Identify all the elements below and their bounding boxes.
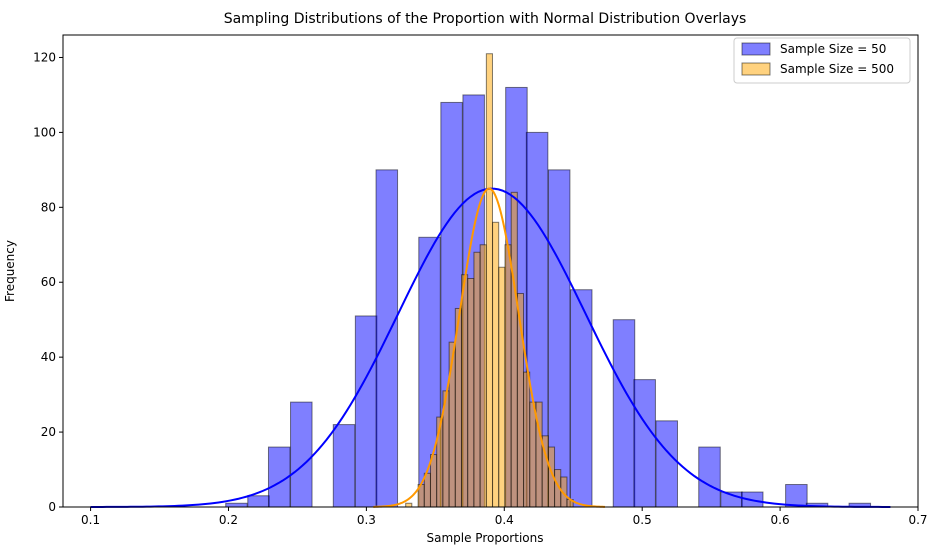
bar-sample-size-50-20 xyxy=(785,484,808,508)
x-tick-label-6: 0.7 xyxy=(908,513,927,527)
bar-sample-size-50-0 xyxy=(225,502,248,508)
bar-sample-size-50-16 xyxy=(655,420,678,508)
bar-sample-size-500-10 xyxy=(473,251,481,508)
x-tick-label-1: 0.2 xyxy=(219,513,238,527)
bar-sample-size-500-15 xyxy=(504,244,512,508)
normal-curve-sample-size-500 xyxy=(373,187,605,508)
bar-sample-size-500-6 xyxy=(448,341,456,508)
y-tick-label-4: 80 xyxy=(41,200,56,214)
bar-sample-size-50-3 xyxy=(290,401,313,508)
bar-sample-size-500-2 xyxy=(423,472,431,508)
x-tick-label-4: 0.5 xyxy=(633,513,652,527)
bar-sample-size-500-12 xyxy=(485,53,493,508)
bar-sample-size-50-5 xyxy=(354,315,378,508)
bar-sample-size-500-3 xyxy=(430,454,438,508)
y-axis-ticks: 0 20 40 60 80 100 120 xyxy=(33,50,63,514)
legend-swatch-sample-size-500 xyxy=(741,62,771,76)
y-tick-label-1: 20 xyxy=(41,425,56,439)
bar-sample-size-50-17 xyxy=(698,446,721,508)
bar-sample-size-500-8 xyxy=(461,274,469,508)
plot-area xyxy=(90,53,891,508)
y-tick-label-5: 100 xyxy=(33,125,56,139)
plot-frame xyxy=(62,34,919,508)
y-tick-label-2: 40 xyxy=(41,350,56,364)
legend-label-sample-size-500: Sample Size = 500 xyxy=(780,62,894,76)
chart-title: Sampling Distributions of the Proportion… xyxy=(224,11,747,27)
x-axis-ticks: 0.1 0.2 0.3 0.4 0.5 0.6 0.7 xyxy=(81,507,928,527)
bar-sample-size-50-4 xyxy=(332,424,356,508)
legend: Sample Size = 50 Sample Size = 500 xyxy=(733,37,911,84)
bar-sample-size-500-9 xyxy=(467,277,475,508)
x-tick-label-2: 0.3 xyxy=(357,513,376,527)
x-tick-label-3: 0.4 xyxy=(495,513,514,527)
y-tick-label-0: 0 xyxy=(48,500,56,514)
bar-sample-size-500-14 xyxy=(498,266,506,508)
x-tick-label-5: 0.6 xyxy=(771,513,790,527)
bar-sample-size-500-11 xyxy=(479,244,487,508)
y-tick-label-6: 120 xyxy=(33,50,56,64)
x-axis-label: Sample Proportions xyxy=(427,531,544,545)
bar-sample-size-50-15 xyxy=(633,379,656,508)
bar-sample-size-500-19 xyxy=(529,401,537,508)
bar-sample-size-50-1 xyxy=(247,495,270,508)
bar-sample-size-500-18 xyxy=(523,371,531,508)
legend-frame xyxy=(733,37,911,84)
y-tick-label-3: 60 xyxy=(41,275,56,289)
x-tick-label-0: 0.1 xyxy=(81,513,100,527)
bar-sample-size-50-14 xyxy=(612,319,636,508)
y-axis-label: Frequency xyxy=(3,240,17,302)
bar-sample-size-500-13 xyxy=(492,221,500,508)
bar-sample-size-500-0 xyxy=(405,502,413,508)
legend-label-sample-size-50: Sample Size = 50 xyxy=(780,42,886,56)
bar-sample-size-500-16 xyxy=(510,191,518,508)
legend-swatch-sample-size-50 xyxy=(741,42,771,56)
